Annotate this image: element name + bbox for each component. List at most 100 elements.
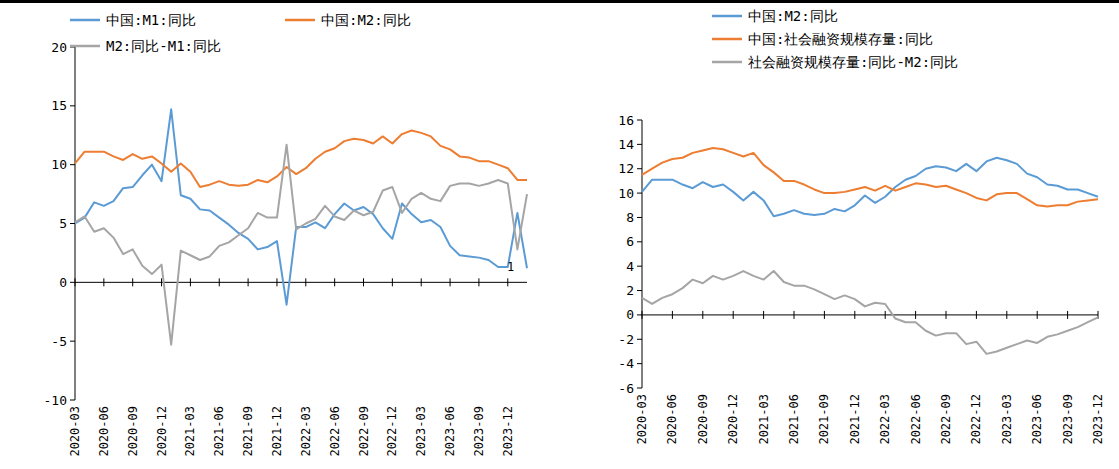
x-tick [392, 278, 393, 286]
annotation: 1 [507, 260, 514, 274]
x-tick-label: 2023-12 [501, 406, 515, 457]
x-tick-label: 2023-03 [414, 406, 428, 457]
legend-label: 社会融资规模存量:同比-M2:同比 [748, 54, 958, 70]
x-tick [305, 278, 306, 286]
y-tick [637, 363, 642, 364]
chart-panel: -10-5051015202020-032020-062020-092020-1… [44, 12, 527, 457]
x-tick-label: 2020-06 [97, 406, 111, 457]
y-tick [70, 164, 75, 165]
y-tick [70, 341, 75, 342]
x-tick-label: 2021-09 [241, 406, 255, 457]
legend-swatch [712, 38, 742, 41]
legend-swatch [712, 15, 742, 18]
x-tick-label: 2022-09 [939, 394, 953, 445]
y-tick [637, 388, 642, 389]
y-tick [637, 290, 642, 291]
top-rule [0, 0, 1119, 3]
x-tick [702, 311, 703, 319]
y-tick [70, 223, 75, 224]
series-line [642, 158, 1098, 216]
chart-root: -10-5051015202020-032020-062020-092020-1… [0, 0, 1119, 469]
legend-swatch [712, 61, 742, 64]
x-tick [219, 278, 220, 286]
series-line [642, 148, 1098, 206]
x-axis [642, 314, 1098, 315]
x-tick [672, 311, 673, 319]
x-tick [248, 278, 249, 286]
x-tick [915, 311, 916, 319]
x-tick-label: 2022-03 [878, 394, 892, 445]
x-tick-label: 2022-09 [357, 406, 371, 457]
y-tick-label: 10 [618, 186, 634, 201]
x-tick [450, 278, 451, 286]
y-tick [637, 168, 642, 169]
y-tick-label: 0 [626, 307, 634, 322]
x-tick-label: 2020-09 [126, 406, 140, 457]
legend-swatch [285, 19, 315, 22]
x-tick-label: 2021-06 [787, 394, 801, 445]
legend-label: M2:同比-M1:同比 [106, 38, 221, 54]
x-tick [794, 311, 795, 319]
x-tick [507, 278, 508, 286]
x-tick-label: 2023-03 [1000, 394, 1014, 445]
x-tick [75, 278, 76, 286]
x-tick-label: 2021-06 [212, 406, 226, 457]
x-tick-label: 2022-06 [328, 406, 342, 457]
x-tick [190, 278, 191, 286]
y-tick-label: 20 [51, 40, 67, 55]
y-tick-label: -10 [44, 393, 67, 408]
x-tick-label: 2023-09 [1061, 394, 1075, 445]
y-tick [70, 105, 75, 106]
x-tick-label: 2021-12 [848, 394, 862, 445]
series-line [642, 271, 1098, 354]
x-tick-label: 2020-03 [68, 406, 82, 457]
y-tick-label: 10 [51, 157, 67, 172]
x-tick [1067, 311, 1068, 319]
x-tick [276, 278, 277, 286]
x-tick [946, 311, 947, 319]
x-tick-label: 2020-03 [635, 394, 649, 445]
x-tick [1037, 311, 1038, 319]
x-tick-label: 2021-09 [817, 394, 831, 445]
x-tick-label: 2022-12 [969, 394, 983, 445]
y-tick-label: 12 [618, 161, 634, 176]
x-tick-label: 2022-06 [909, 394, 923, 445]
x-tick-label: 2020-09 [696, 394, 710, 445]
x-tick-label: 2022-03 [299, 406, 313, 457]
y-tick [637, 120, 642, 121]
y-tick [637, 314, 642, 315]
x-tick [642, 311, 643, 319]
x-tick-label: 2023-06 [443, 406, 457, 457]
y-tick-label: 4 [626, 259, 634, 274]
y-axis [642, 120, 643, 388]
x-tick [161, 278, 162, 286]
x-tick-label: 2020-06 [665, 394, 679, 445]
y-tick [637, 266, 642, 267]
x-tick [1006, 311, 1007, 319]
legend-label: 中国:M2:同比 [321, 12, 411, 28]
x-tick-label: 2020-12 [726, 394, 740, 445]
x-tick [334, 278, 335, 286]
y-tick [70, 400, 75, 401]
y-tick-label: -5 [51, 334, 67, 349]
series-line [75, 145, 527, 345]
y-tick-label: -2 [618, 332, 634, 347]
x-tick [103, 278, 104, 286]
y-tick [637, 241, 642, 242]
legend-swatch [70, 19, 100, 22]
x-tick-label: 2023-06 [1030, 394, 1044, 445]
legend-label: 中国:M2:同比 [748, 8, 838, 24]
x-tick-label: 2021-03 [183, 406, 197, 457]
series-line [75, 109, 527, 304]
legend-swatch [70, 45, 100, 48]
x-tick-label: 2020-12 [155, 406, 169, 457]
y-tick [637, 193, 642, 194]
y-tick [637, 339, 642, 340]
y-tick-label: -4 [618, 356, 634, 371]
y-tick [637, 217, 642, 218]
x-tick [824, 311, 825, 319]
marks [75, 109, 527, 344]
legend-label: 中国:M1:同比 [106, 12, 196, 28]
x-tick [421, 278, 422, 286]
y-tick-label: 8 [626, 210, 634, 225]
